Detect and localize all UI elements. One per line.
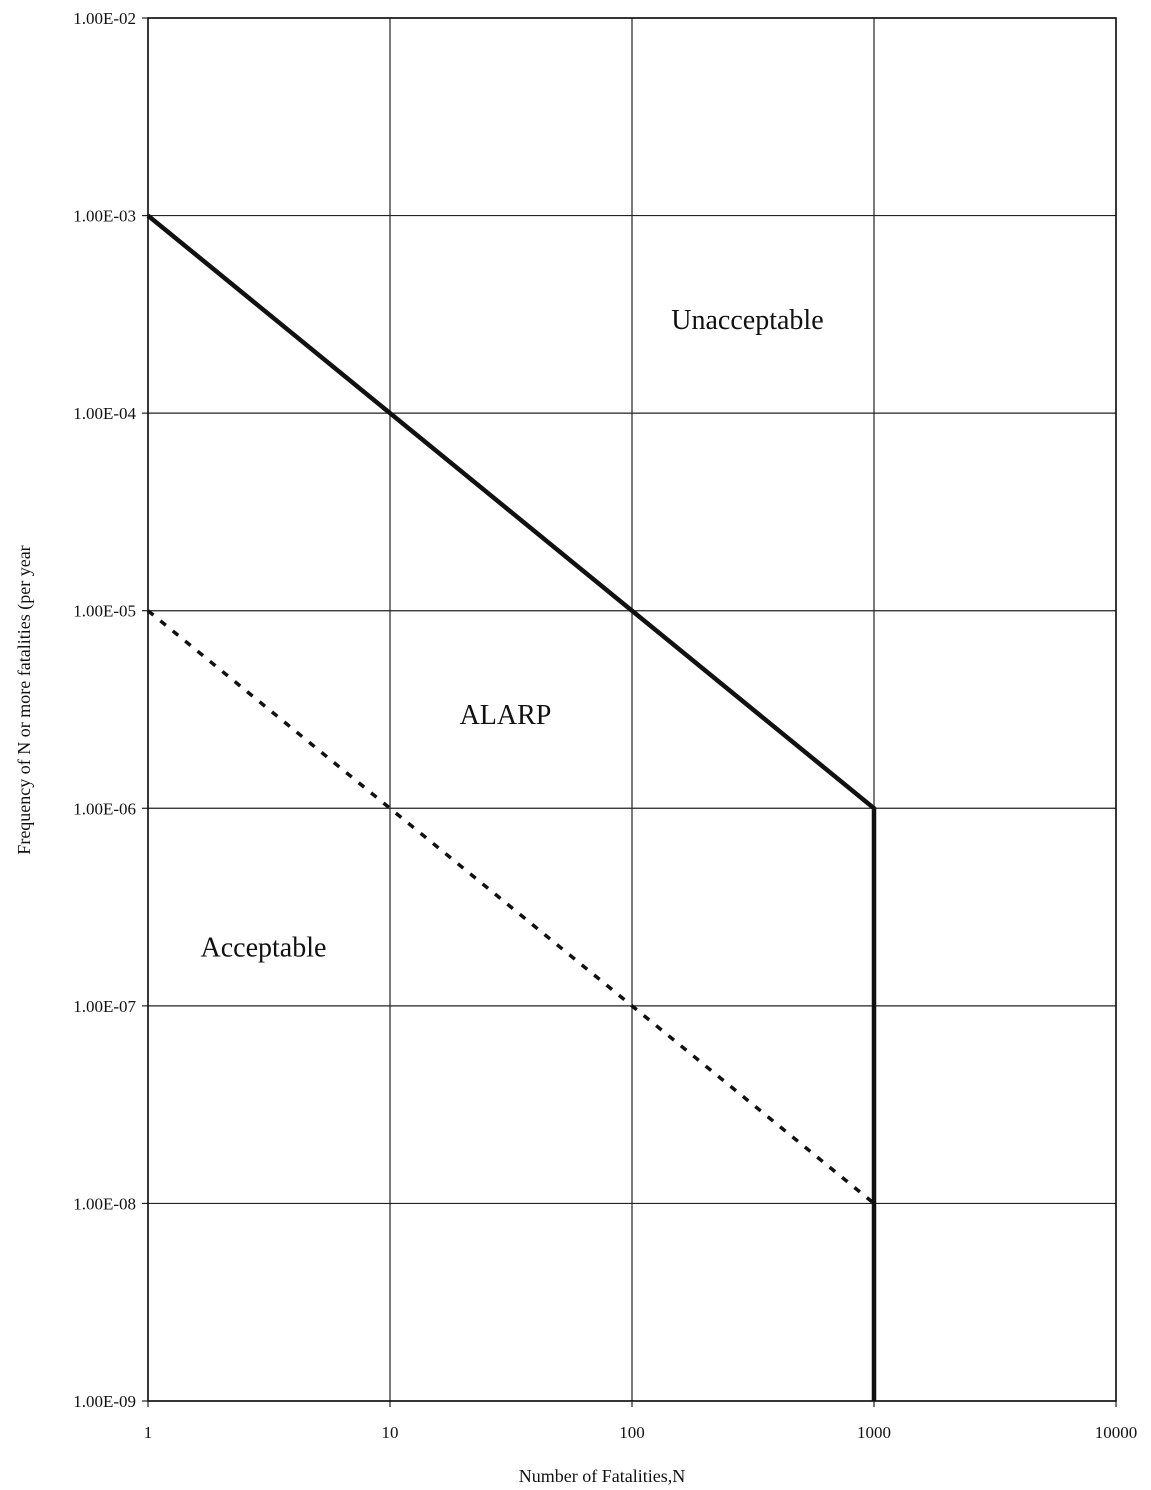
region-labels: Unacceptable ALARP Acceptable bbox=[201, 305, 824, 964]
y-tick-label: 1.00E-09 bbox=[73, 1392, 136, 1411]
x-tick-label: 1 bbox=[144, 1423, 153, 1442]
region-label: Acceptable bbox=[201, 932, 327, 963]
grid-lines bbox=[142, 17, 1117, 1407]
tick-labels: 1 10 100 1000 10000 1.00E-02 1.00E-03 1.00E-04 1… bbox=[73, 9, 1137, 1442]
x-tick-label: 1000 bbox=[857, 1423, 891, 1442]
region-label: ALARP bbox=[460, 700, 552, 731]
y-tick-label: 1.00E-03 bbox=[73, 207, 136, 226]
y-tick-label: 1.00E-07 bbox=[73, 997, 136, 1016]
plot-frame bbox=[147, 17, 1117, 1402]
region-label: Unacceptable bbox=[671, 305, 823, 336]
y-tick-label: 1.00E-02 bbox=[73, 9, 136, 28]
y-tick-label: 1.00E-05 bbox=[73, 602, 136, 621]
x-tick-label: 10000 bbox=[1095, 1423, 1138, 1442]
series-lines bbox=[146, 213, 877, 1402]
y-tick-label: 1.00E-08 bbox=[73, 1194, 136, 1213]
y-tick-label: 1.00E-06 bbox=[73, 799, 136, 818]
x-tick-label: 100 bbox=[619, 1423, 645, 1442]
y-axis-title: Frequency of N or more fatalities (per y… bbox=[14, 545, 35, 854]
y-tick-label: 1.00E-04 bbox=[73, 404, 136, 423]
x-tick-label: 10 bbox=[382, 1423, 399, 1442]
x-axis-title: Number of Fatalities,N bbox=[519, 1466, 685, 1486]
acceptable-limit-line bbox=[146, 609, 876, 1205]
